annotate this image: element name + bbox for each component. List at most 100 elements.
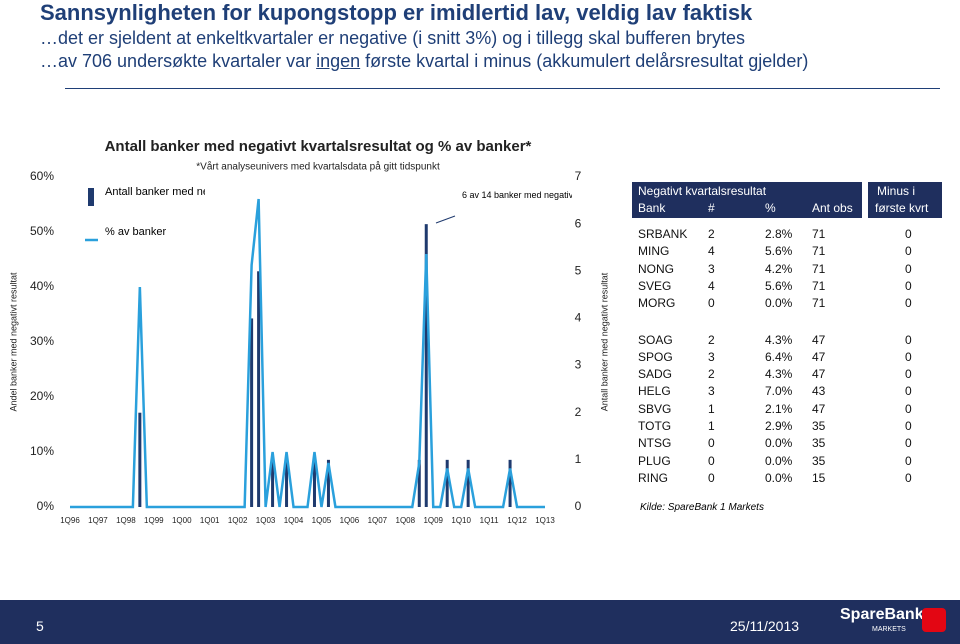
table-cell: 0 [708,453,715,468]
table-cell: RING [638,470,668,485]
table-cell: 71 [812,261,826,276]
table-cell: SPOG [638,349,673,364]
table-cell: SVEG [638,278,672,293]
x-tick-label: 1Q00 [172,516,192,525]
y2-tick-label: 5 [575,263,582,277]
annotation-arrow [435,215,456,224]
table-cell: 5.6% [765,278,793,293]
table-cell: 0 [708,436,715,451]
y2-tick-label: 1 [575,452,582,466]
table-cell: 4 [708,244,715,259]
column-header: # [708,201,715,215]
bar [326,459,330,507]
table-cell: 2 [708,332,715,347]
table-cell: NTSG [638,436,672,451]
divider [65,88,940,89]
column-header: % [765,201,776,215]
table-cell: 0 [905,261,912,276]
table-cell: 7.0% [765,384,793,399]
x-tick-label: 1Q12 [507,516,527,525]
footer: 5 25/11/2013 SpareBank MARKETS [0,600,960,644]
x-tick-label: 1Q10 [451,516,471,525]
line [70,198,545,509]
table-cell: 71 [812,296,826,311]
table-cell: 47 [812,401,826,416]
bar [508,459,512,507]
x-tick-label: 1Q02 [228,516,248,525]
table-cell: 2 [708,227,715,241]
annotation-box: 6 av 14 banker med negativt resultat, ut… [462,190,572,200]
legend-item: Antall banker med negativt kvartal [105,186,205,198]
y-axis-label: Andel banker med negativt resultat [8,272,18,412]
annotation: 6 av 14 banker med negativt resultat, ut… [462,190,572,200]
y-tick-label: 50% [30,224,54,238]
table-cell: 35 [812,453,826,468]
y-tick-label: 30% [30,334,54,348]
table-cell: 4.2% [765,261,793,276]
y-tick-label: 40% [30,279,54,293]
table-cell: 4.3% [765,367,793,382]
table-cell: 0 [905,470,912,485]
chart-title: Antall banker med negativt kvartalsresul… [105,138,532,155]
date: 25/11/2013 [730,618,800,634]
table-cell: HELG [638,384,671,399]
table-cell: 0 [905,401,912,416]
x-tick-label: 1Q08 [396,516,416,525]
y2-tick-label: 3 [575,358,582,372]
logo: SpareBank [840,606,924,623]
x-tick-label: 1Q07 [368,516,388,525]
y-tick-label: 0% [37,499,55,513]
table-cell: SBVG [638,401,672,416]
table: Negativt kvartalsresultat Minus i Bank #%… [632,182,942,485]
y2-tick-label: 7 [575,169,582,183]
chart-subtitle: *Vårt analyseunivers med kvartalsdata på… [196,161,440,173]
legend-label: % av banker [105,226,167,238]
x-tick-label: 1Q99 [144,516,164,525]
table-cell: 0 [905,278,912,293]
x-tick-label: 1Q01 [200,516,220,525]
table-cell: 47 [812,367,826,382]
table-cell: 0.0% [765,453,793,468]
logo-sub: MARKETS [872,626,906,633]
table-cell: 47 [812,349,826,364]
x-tick-label: 1Q96 [60,516,80,525]
table-cell: 4.3% [765,332,793,347]
source: Kilde: SpareBank 1 Markets [640,502,764,513]
slide-subtitle: …av 706 undersøkte kvartaler var ingen f… [40,51,808,72]
legend-label: Antall banker med negativt kvartal [105,186,205,198]
y2-tick-label: 2 [575,405,582,419]
y2-tick-label: 0 [575,499,582,513]
bar [138,412,142,507]
column-header: Bank [638,201,666,215]
x-tick-label: 1Q11 [480,516,500,525]
table-cell: 0 [708,470,715,485]
x-tick-label: 1Q04 [284,516,304,525]
table-cell: 15 [812,470,826,485]
x-tick-label: 1Q09 [423,516,443,525]
table-cell: 0.0% [765,436,793,451]
table-cell: 47 [812,332,826,347]
table-cell: 0 [905,332,912,347]
column-header: første kvrt [875,201,929,215]
text: ingen [316,51,361,71]
table-cell: SOAG [638,332,673,347]
table-cell: PLUG [638,453,671,468]
bar [417,459,421,507]
table-cell: 0.0% [765,296,793,311]
table-cell: 0 [905,453,912,468]
table-cell: 1 [708,419,715,433]
y2-tick-label: 6 [575,216,582,230]
table-cell: 5.6% [765,244,793,259]
legend-swatch [88,188,94,206]
table-cell: NONG [638,261,674,276]
table-cell: 3 [708,384,715,399]
slide-title: Sannsynligheten for kupongstopp er imidl… [40,0,753,25]
bar [424,224,428,507]
table-cell: 43 [812,384,826,399]
table-cell: 0 [905,296,912,311]
table-cell: 71 [812,244,826,259]
x-tick-label: 1Q03 [256,516,276,525]
x-tick-label: 1Q05 [312,516,332,525]
table-cell: 2 [708,367,715,382]
